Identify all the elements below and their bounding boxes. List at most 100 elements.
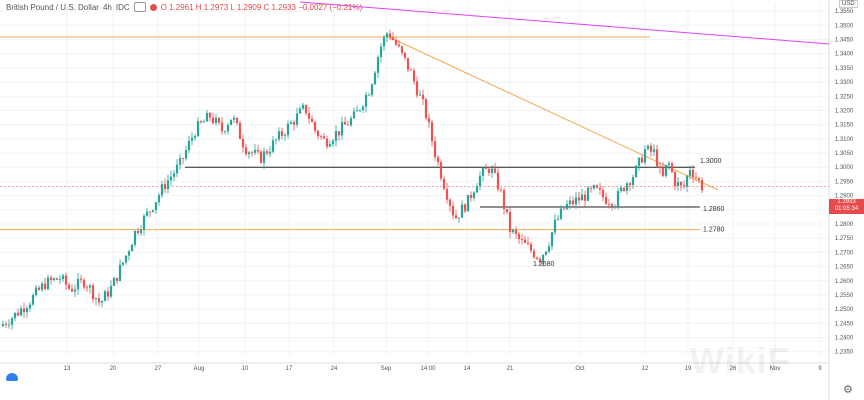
candle-body	[103, 291, 107, 302]
candle-body	[154, 202, 158, 211]
candle-body	[352, 111, 356, 119]
candle-body	[223, 131, 227, 133]
candle-body	[343, 122, 347, 125]
candle-body	[145, 211, 149, 216]
x-tick-label: 20	[110, 366, 117, 372]
level-annotation: 1.2780	[703, 227, 725, 234]
candle-body	[493, 168, 497, 173]
ohlc-values: O 1.2961 H 1.2973 L 1.2909 C 1.2933 −0.0…	[160, 2, 363, 12]
candle-body	[238, 123, 242, 139]
x-tick-label: 24	[331, 366, 338, 372]
candle-body	[331, 140, 335, 145]
candle-body	[184, 150, 188, 159]
symbol-name[interactable]: British Pound / U.S. Dollar	[6, 2, 99, 12]
candle-body	[82, 279, 86, 288]
candle-body	[466, 194, 470, 212]
x-tick-label: 27	[155, 366, 162, 372]
candle-body	[460, 204, 464, 218]
candle-body	[475, 186, 479, 193]
currency-label[interactable]: USD	[839, 0, 858, 8]
y-tick-label: 1.2950	[835, 179, 854, 185]
candle-body	[409, 69, 413, 71]
candle-body	[625, 183, 629, 191]
candle-body	[586, 187, 590, 201]
candle-body	[133, 230, 137, 245]
candle-body	[580, 194, 584, 201]
candle-body	[682, 185, 686, 187]
candle-body	[583, 194, 587, 201]
candle-body	[517, 233, 521, 240]
y-tick-label: 1.3300	[835, 80, 854, 86]
candle-body	[289, 122, 293, 124]
candle-body	[88, 285, 92, 288]
candle-body	[565, 204, 569, 209]
candle-body	[259, 151, 263, 163]
candle-body	[478, 175, 482, 187]
candle-body	[607, 203, 611, 205]
candle-body	[430, 122, 434, 142]
candle-body	[139, 229, 143, 233]
candle-body	[142, 215, 146, 230]
candle-body	[322, 136, 326, 139]
candle-body	[574, 197, 578, 205]
candle-body	[70, 288, 74, 292]
x-tick-label: 9	[818, 366, 822, 372]
candle-body	[187, 140, 191, 151]
candle-body	[424, 99, 428, 119]
y-tick-label: 1.2900	[835, 194, 854, 200]
candle-body	[490, 168, 494, 173]
y-tick-label: 1.2450	[835, 321, 854, 327]
candle-body	[286, 123, 290, 136]
candle-body	[463, 204, 467, 212]
x-tick-label: 14	[464, 366, 471, 372]
candle-body	[307, 113, 311, 119]
candle-body	[502, 190, 506, 210]
candle-body	[520, 239, 524, 240]
candle-body	[544, 251, 548, 255]
candle-body	[418, 94, 422, 96]
candle-body	[190, 137, 194, 141]
x-tick-label: Sep	[381, 366, 392, 372]
candle-body	[388, 33, 392, 38]
interval-label[interactable]: 4h	[102, 2, 112, 12]
candle-body	[634, 165, 638, 178]
candle-body	[514, 229, 518, 234]
candle-body	[292, 122, 296, 125]
last-price-badge: 1.2933 01:05:34	[829, 199, 864, 214]
candle-body	[391, 37, 395, 40]
cloud-logo-icon[interactable]	[6, 373, 18, 381]
candle-body	[283, 135, 287, 136]
candle-body	[325, 138, 329, 147]
candle-body	[643, 149, 647, 163]
candle-body	[46, 277, 50, 289]
candle-body	[196, 121, 200, 137]
y-tick-label: 1.3150	[835, 123, 854, 129]
gear-icon[interactable]: ⚙	[843, 384, 853, 396]
level-annotation: 1.2860	[703, 206, 725, 213]
candle-body	[13, 312, 17, 319]
candle-body	[523, 239, 527, 243]
candle-body	[640, 157, 644, 163]
candle-body	[361, 106, 365, 110]
candle-body	[346, 124, 350, 126]
chart-legend: British Pound / U.S. Dollar 4h IDC O 1.2…	[6, 2, 362, 12]
candle-body	[382, 37, 386, 47]
candle-body	[445, 188, 449, 200]
candle-body	[271, 140, 275, 152]
candle-body	[691, 169, 695, 178]
candle-body	[364, 94, 368, 107]
candle-body	[61, 275, 65, 280]
candle-body	[106, 291, 110, 297]
candle-body	[469, 194, 473, 198]
candle-body	[433, 141, 437, 158]
candle-body	[541, 254, 545, 263]
candle-body	[676, 181, 680, 187]
eye-icon[interactable]	[133, 2, 146, 12]
candle-body	[688, 169, 692, 177]
y-tick-label: 1.2350	[835, 350, 854, 356]
candle-body	[334, 131, 338, 141]
candle-body	[136, 230, 140, 233]
candle-body	[397, 44, 401, 47]
